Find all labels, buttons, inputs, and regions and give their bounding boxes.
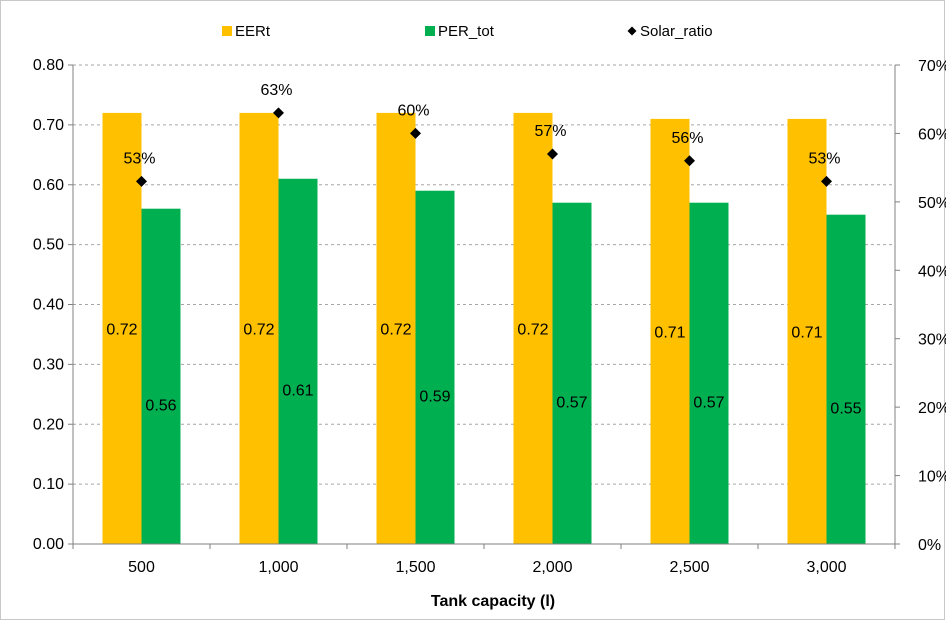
- y-tick-label: 0.60: [33, 177, 64, 194]
- x-tick-label: 2,000: [532, 559, 572, 576]
- y-tick-label: 0.70: [33, 117, 64, 134]
- data-labels: 0.72 0.72 0.72 0.72 0.71 0.71 0.56 0.61 0.59 0.57…: [106, 82, 861, 417]
- data-label-eert: 0.71: [654, 324, 685, 341]
- y-tick-label: 0.30: [33, 356, 64, 373]
- marker-solar-ratio: [273, 107, 284, 119]
- marker-solar-ratio: [821, 175, 832, 187]
- data-label-eert: 0.72: [243, 321, 274, 338]
- y-tick-label: 0.40: [33, 297, 64, 314]
- bar-per-tot: [552, 202, 592, 544]
- marker-solar-ratio: [547, 148, 558, 160]
- y-tick-label: 0.50: [33, 237, 64, 254]
- y-right-tick-label: 30%: [918, 332, 946, 349]
- data-label-solar-ratio: 63%: [260, 82, 292, 99]
- x-tick-label: 1,000: [258, 559, 298, 576]
- y-right-tick-label: 20%: [918, 400, 946, 417]
- data-label-per-tot: 0.61: [282, 382, 313, 399]
- bar-per-tot: [689, 202, 729, 544]
- bar-per-tot: [141, 208, 181, 544]
- bars: [102, 107, 866, 545]
- axes: 0.00 0.10 0.20 0.30 0.40 0.50 0.60 0.70 0.80 0% 10…: [33, 57, 946, 576]
- bar-eert: [650, 118, 690, 544]
- bar-eert: [102, 112, 142, 545]
- data-label-eert: 0.71: [791, 324, 822, 341]
- data-label-solar-ratio: 56%: [671, 130, 703, 147]
- x-axis-title: Tank capacity (l): [431, 593, 555, 610]
- y-right-tick-label: 10%: [918, 469, 946, 486]
- x-tick-label: 3,000: [806, 559, 846, 576]
- y-tick-label: 0.00: [33, 536, 64, 553]
- y-right-tick-label: 70%: [918, 58, 946, 75]
- marker-solar-ratio: [136, 175, 147, 187]
- x-tick-label: 2,500: [669, 559, 709, 576]
- legend-label: EERt: [235, 23, 271, 40]
- legend-swatch-per-tot: [425, 26, 435, 36]
- legend: EERt PER_tot Solar_ratio: [222, 23, 713, 40]
- data-label-solar-ratio: 57%: [534, 123, 566, 140]
- x-tick-label: 1,500: [395, 559, 435, 576]
- bar-eert: [513, 112, 553, 545]
- data-label-eert: 0.72: [517, 321, 548, 338]
- y-right-tick-label: 0%: [918, 537, 941, 554]
- data-label-eert: 0.72: [106, 321, 137, 338]
- legend-label: PER_tot: [438, 23, 495, 40]
- data-label-solar-ratio: 53%: [123, 150, 155, 167]
- gridlines: [73, 64, 895, 485]
- data-label-per-tot: 0.55: [830, 400, 861, 417]
- y-tick-label: 0.10: [33, 476, 64, 493]
- data-label-per-tot: 0.57: [693, 394, 724, 411]
- data-label-eert: 0.72: [380, 321, 411, 338]
- legend-label: Solar_ratio: [640, 23, 713, 40]
- y-right-tick-label: 40%: [918, 263, 946, 280]
- marker-solar-ratio: [410, 127, 421, 139]
- bar-per-tot: [278, 178, 318, 544]
- y-tick-label: 0.80: [33, 57, 64, 74]
- legend-swatch-solar-ratio: [627, 26, 637, 36]
- x-tick-label: 500: [128, 559, 155, 576]
- bar-per-tot: [415, 190, 455, 545]
- bar-per-tot: [826, 214, 866, 544]
- bar-eert: [787, 118, 827, 544]
- bar-eert: [376, 112, 416, 545]
- data-label-solar-ratio: 53%: [808, 150, 840, 167]
- bar-eert: [239, 112, 279, 545]
- legend-swatch-eert: [222, 26, 232, 36]
- data-label-per-tot: 0.59: [419, 388, 450, 405]
- y-right-tick-label: 60%: [918, 126, 946, 143]
- marker-solar-ratio: [684, 155, 695, 167]
- y-tick-label: 0.20: [33, 416, 64, 433]
- y-right-tick-label: 50%: [918, 195, 946, 212]
- data-label-per-tot: 0.56: [145, 397, 176, 414]
- data-label-solar-ratio: 60%: [397, 102, 429, 119]
- data-label-per-tot: 0.57: [556, 394, 587, 411]
